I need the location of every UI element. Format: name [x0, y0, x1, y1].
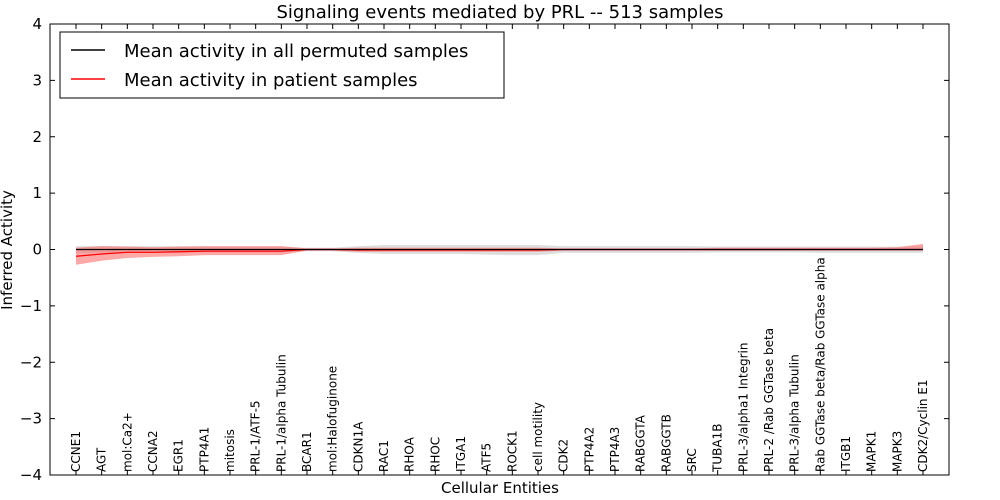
x-tick-label: CDK2 — [557, 439, 571, 472]
plot-frame — [49, 23, 950, 476]
legend-box — [59, 31, 505, 99]
x-axis-label: Cellular Entities — [441, 479, 559, 497]
y-tick-label: 4 — [32, 15, 42, 33]
x-tick-label: PRL-1/alpha Tubulin — [274, 354, 288, 472]
legend: Mean activity in all permuted samples Me… — [59, 31, 505, 99]
y-tick-label: −3 — [20, 410, 42, 428]
y-tick-label: −1 — [20, 297, 42, 315]
x-tick-label: CDKN1A — [351, 421, 365, 472]
x-tick-label: PTP4A3 — [608, 427, 622, 472]
x-tick-label: Rab GGTase beta/Rab GGTase alpha — [813, 257, 827, 472]
x-tick-label: RABGGTB — [659, 414, 673, 472]
x-tick-label: PRL-3/alpha1 Integrin — [736, 343, 750, 473]
x-tick-label: mitosis — [223, 429, 237, 472]
x-tick-label: TUBA1B — [711, 424, 725, 473]
x-tick-label: PTP4A1 — [197, 427, 211, 472]
x-tick-label: RAC1 — [377, 440, 391, 472]
x-tick-label: cell motility — [531, 402, 545, 472]
x-tick-label: PRL-3/alpha Tubulin — [788, 354, 802, 472]
legend-label-patient: Mean activity in patient samples — [124, 70, 418, 91]
y-axis-label: Inferred Activity — [0, 190, 16, 310]
x-tick-label: SRC — [685, 448, 699, 472]
x-tick-label: MAPK1 — [865, 431, 879, 472]
x-tick-label: ITGA1 — [454, 436, 468, 472]
x-tick-label: PRL-1/ATF-5 — [249, 400, 263, 472]
y-tick-label: 1 — [32, 184, 42, 202]
x-tick-label: CCNA2 — [146, 430, 160, 472]
x-tick-label: PTP4A2 — [582, 427, 596, 472]
x-tick-label: EGR1 — [172, 439, 186, 472]
x-tick-label: mol:Ca2+ — [120, 412, 134, 472]
legend-label-permuted: Mean activity in all permuted samples — [124, 41, 468, 62]
x-tick-label: CDK2/Cyclin E1 — [916, 379, 930, 472]
x-tick-label: MAPK3 — [890, 431, 904, 472]
x-tick-label: PRL-2 /Rab GGTase beta — [762, 328, 776, 472]
y-tick-label: 0 — [32, 241, 42, 259]
x-tick-label: CCNE1 — [69, 431, 83, 472]
x-tick-label: RHOC — [428, 437, 442, 472]
x-tick-label: mol:Halofuginone — [326, 366, 340, 472]
x-tick-label: BCAR1 — [300, 431, 314, 472]
chart-title: Signaling events mediated by PRL -- 513 … — [276, 2, 723, 23]
x-tick-label: ITGB1 — [839, 436, 853, 472]
x-tick-label: ROCK1 — [505, 430, 519, 472]
x-tick-label: RABGGTA — [634, 414, 648, 472]
y-axis-ticks: −4 −3 −2 −1 0 1 2 3 4 — [20, 15, 949, 484]
y-tick-label: 3 — [32, 71, 42, 89]
x-tick-label: AGT — [95, 447, 109, 472]
y-tick-label: −2 — [20, 353, 42, 371]
x-tick-label: ATF5 — [480, 443, 494, 472]
y-tick-label: −4 — [20, 466, 42, 484]
y-tick-label: 2 — [32, 128, 42, 146]
x-axis-ticks: CCNE1 AGT mol:Ca2+ CCNA2 EGR1 PTP4A1 mitosis PR… — [69, 24, 930, 475]
series-lines — [75, 248, 923, 257]
x-tick-label: RHOA — [403, 436, 417, 472]
